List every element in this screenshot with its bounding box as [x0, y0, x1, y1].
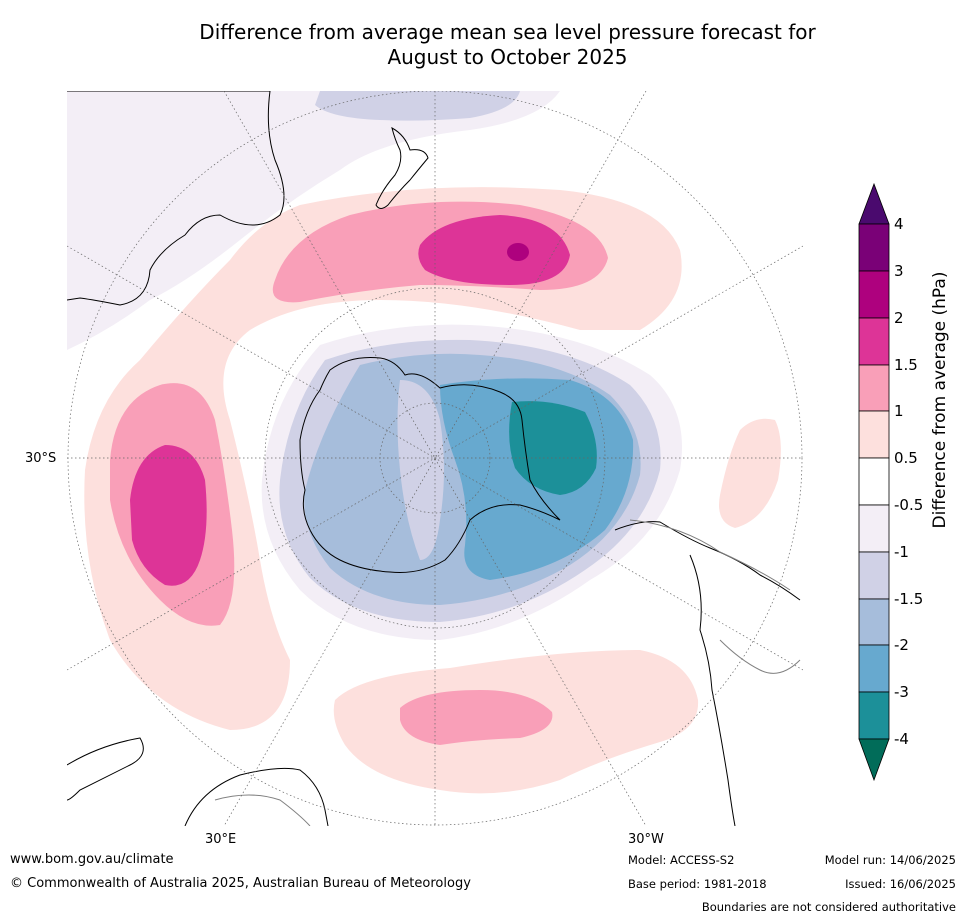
anomaly-neg-inner-light	[397, 380, 444, 560]
anomaly-neg-weak-northwest	[67, 91, 560, 350]
footer-copyright: © Commonwealth of Australia 2025, Austra…	[10, 876, 471, 891]
colorbar-tick-label: -4	[894, 730, 909, 748]
colorbar-bin-1.5-2	[858, 317, 890, 366]
footer-disclaimer: Boundaries are not considered authoritat…	[701, 900, 956, 914]
footer-model: Model: ACCESS-S2	[628, 853, 735, 867]
lon-label-30w: 30°W	[628, 832, 664, 847]
footer-issued: Issued: 16/06/2025	[845, 877, 956, 891]
madagascar-coastline	[67, 737, 144, 801]
anomaly-pos-weak-east	[719, 418, 781, 528]
south-america-border	[629, 519, 801, 674]
africa-border	[214, 794, 311, 826]
colorbar-bin-m1.5-m1	[858, 551, 890, 600]
colorbar-tick-label: 2	[894, 309, 904, 327]
colorbar-bin-m4-m3	[858, 691, 890, 740]
colorbar-bin-1-1.5	[858, 364, 890, 412]
colorbar-bin-m3-m2	[858, 644, 890, 693]
title-line-2: August to October 2025	[387, 45, 628, 69]
australia-coastline	[67, 91, 285, 306]
colorbar-tick-label: -2	[894, 636, 909, 654]
colorbar-tick-label: 1.5	[894, 356, 918, 374]
colorbar-under-arrow	[858, 738, 890, 782]
anomaly-pos-strong-west	[130, 445, 207, 586]
colorbar-tick-label: 4	[894, 215, 904, 233]
colorbar-bin-3-4	[858, 223, 890, 272]
south-america-coastline	[614, 521, 801, 826]
colorbar-bin-neutral	[858, 457, 890, 506]
colorbar-bin-0.5-1	[858, 410, 890, 459]
colorbar-tick-label: -1	[894, 543, 909, 561]
colorbar-bin-m1-m0.5	[858, 504, 890, 553]
colorbar-tick-label: 1	[894, 402, 904, 420]
anomaly-neg-moderate-north	[315, 91, 520, 121]
colorbar-tick-label: 3	[894, 262, 904, 280]
colorbar-tick-label: 0.5	[894, 449, 918, 467]
africa-coastline	[184, 767, 329, 826]
colorbar-tick-label: -3	[894, 683, 909, 701]
antarctica-coastline	[299, 357, 561, 573]
graticule	[67, 91, 803, 826]
colorbar-bin-2-3	[858, 270, 890, 319]
anomaly-pos-moderate-south	[400, 690, 553, 745]
anomaly-pos-weak-ring	[84, 187, 682, 731]
meridian-30e	[223, 91, 647, 826]
colorbar-bin-m2-m1.5	[858, 598, 890, 646]
meridian-30w	[223, 91, 647, 826]
title-line-1: Difference from average mean sea level p…	[199, 20, 816, 44]
colorbar-tick-label: -0.5	[894, 496, 924, 514]
footer-model-run: Model run: 14/06/2025	[824, 853, 956, 867]
map-panel	[67, 91, 803, 826]
meridian-diagonal-b	[67, 245, 803, 671]
colorbar-tick-label: -1.5	[894, 590, 924, 608]
anomaly-neg-extreme-antarctic	[509, 401, 597, 495]
anomaly-pos-strong-north	[418, 215, 570, 285]
anomaly-pos-peak-north	[507, 243, 529, 261]
new-zealand-coastline	[375, 127, 429, 209]
lon-label-30e: 30°E	[205, 832, 237, 847]
colorbar-over-arrow	[858, 182, 890, 225]
map-title: Difference from average mean sea level p…	[80, 20, 935, 70]
colorbar	[858, 182, 890, 782]
lat-label-30s: 30°S	[25, 451, 57, 466]
colorbar-title: Difference from average (hPa)	[930, 271, 950, 529]
footer-base-period: Base period: 1981-2018	[628, 877, 767, 891]
footer-website: www.bom.gov.au/climate	[10, 852, 174, 867]
